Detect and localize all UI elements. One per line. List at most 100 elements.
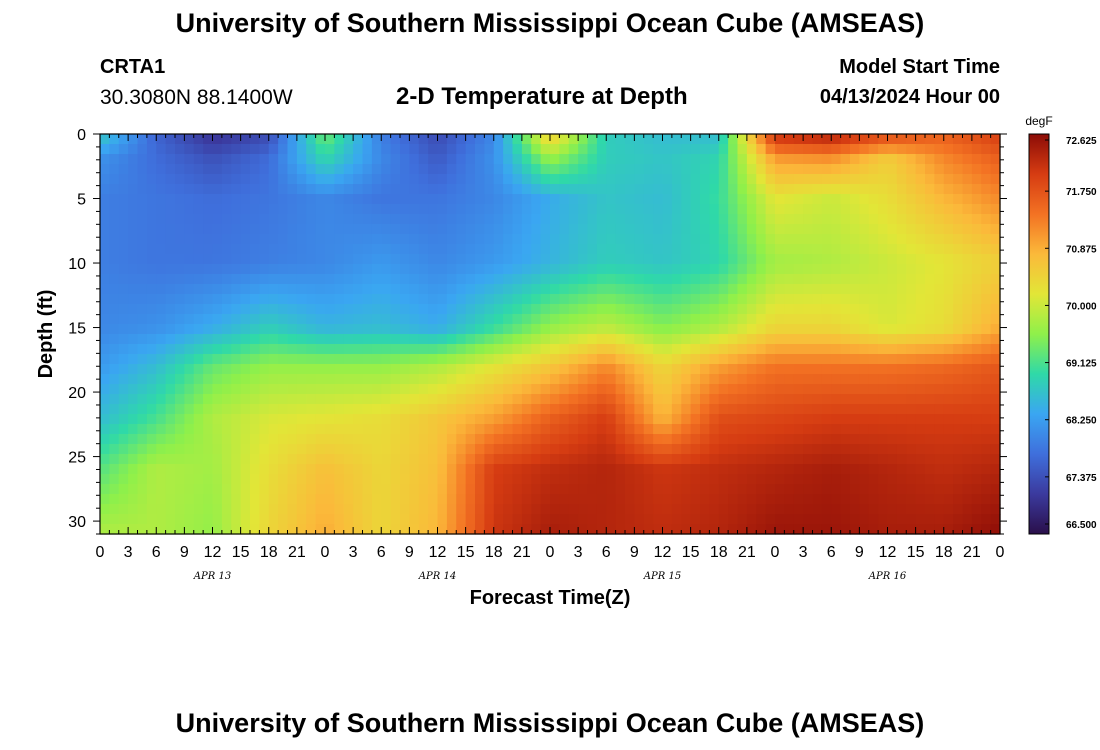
heatmap-cell [250, 424, 260, 435]
heatmap-cell [456, 284, 467, 295]
heatmap-cell [128, 244, 139, 255]
heatmap-cell [193, 254, 204, 265]
heatmap-cell [268, 494, 279, 505]
heatmap-cell [156, 344, 167, 355]
heatmap-cell [803, 414, 814, 425]
heatmap-cell [418, 454, 429, 465]
heatmap-cell [137, 284, 148, 295]
heatmap-cell [718, 384, 729, 395]
heatmap-cell [503, 254, 514, 265]
heatmap-cell [878, 374, 889, 385]
heatmap-cell [859, 264, 870, 275]
heatmap-cell [428, 494, 439, 505]
heatmap-cell [296, 164, 307, 175]
heatmap-cell [475, 274, 485, 285]
heatmap-cell [203, 314, 214, 325]
heatmap-cell [428, 394, 439, 405]
heatmap-cell [906, 514, 917, 525]
heatmap-cell [175, 254, 185, 265]
heatmap-cell [203, 524, 214, 535]
heatmap-cell [943, 424, 954, 435]
heatmap-cell [653, 454, 664, 465]
heatmap-cell [803, 444, 814, 455]
heatmap-cell [746, 154, 757, 165]
heatmap-cell [840, 134, 851, 145]
heatmap-cell [334, 394, 345, 405]
heatmap-cell [906, 164, 917, 175]
heatmap-cell [812, 444, 823, 455]
heatmap-cell [428, 524, 439, 535]
heatmap-cell [559, 204, 570, 215]
heatmap-cell [418, 244, 429, 255]
heatmap-cell [325, 234, 335, 245]
heatmap-cell [831, 304, 842, 315]
heatmap-cell [840, 334, 851, 345]
heatmap-cell [550, 514, 560, 525]
heatmap-cell [109, 264, 120, 275]
heatmap-cell [559, 314, 570, 325]
heatmap-cell [362, 254, 373, 265]
heatmap-cell [259, 484, 270, 495]
heatmap-cell [765, 504, 776, 515]
heatmap-cell [156, 234, 167, 245]
heatmap-cell [475, 394, 485, 405]
heatmap-cell [503, 354, 514, 365]
x-tick-label: 0 [321, 544, 330, 561]
heatmap-cell [325, 524, 335, 535]
heatmap-cell [315, 174, 326, 185]
heatmap-cell [821, 514, 832, 525]
heatmap-cell [100, 414, 110, 425]
heatmap-cell [812, 234, 823, 245]
heatmap-cell [671, 284, 682, 295]
heatmap-cell [278, 204, 289, 215]
heatmap-cell [259, 334, 270, 345]
heatmap-cell [231, 204, 242, 215]
heatmap-cell [868, 224, 879, 235]
heatmap-cell [475, 304, 485, 315]
heatmap-cell [259, 144, 270, 155]
heatmap-cell [793, 164, 804, 175]
heatmap-cell [446, 474, 457, 485]
heatmap-cell [531, 524, 542, 535]
heatmap-cell [925, 524, 935, 535]
heatmap-cell [990, 444, 1001, 455]
heatmap-cell [746, 184, 757, 195]
heatmap-cell [493, 454, 504, 465]
heatmap-cell [953, 334, 964, 345]
heatmap-cell [934, 434, 945, 445]
heatmap-cell [428, 144, 439, 155]
heatmap-cell [662, 314, 673, 325]
heatmap-cell [634, 394, 645, 405]
heatmap-cell [531, 424, 542, 435]
heatmap-cell [690, 384, 701, 395]
heatmap-cell [512, 424, 523, 435]
heatmap-cell [812, 194, 823, 205]
heatmap-cell [840, 484, 851, 495]
heatmap-cell [596, 274, 607, 285]
heatmap-cell [212, 224, 223, 235]
heatmap-cell [531, 314, 542, 325]
heatmap-cell [146, 484, 157, 495]
heatmap-cell [493, 434, 504, 445]
heatmap-cell [850, 184, 860, 195]
heatmap-cell [578, 434, 589, 445]
heatmap-cell [559, 464, 570, 475]
heatmap-cell [118, 284, 129, 295]
heatmap-cell [568, 144, 579, 155]
heatmap-cell [409, 504, 420, 515]
heatmap-cell [775, 134, 785, 145]
heatmap-cell [137, 294, 148, 305]
heatmap-cell [803, 374, 814, 385]
heatmap-cell [315, 524, 326, 535]
heatmap-cell [850, 474, 860, 485]
heatmap-cell [221, 184, 232, 195]
heatmap-cell [231, 284, 242, 295]
heatmap-cell [634, 374, 645, 385]
heatmap-cell [859, 524, 870, 535]
heatmap-cell [803, 384, 814, 395]
heatmap-cell [840, 244, 851, 255]
heatmap-cell [531, 394, 542, 405]
heatmap-cell [306, 224, 317, 235]
heatmap-cell [184, 394, 195, 405]
heatmap-cell [578, 474, 589, 485]
